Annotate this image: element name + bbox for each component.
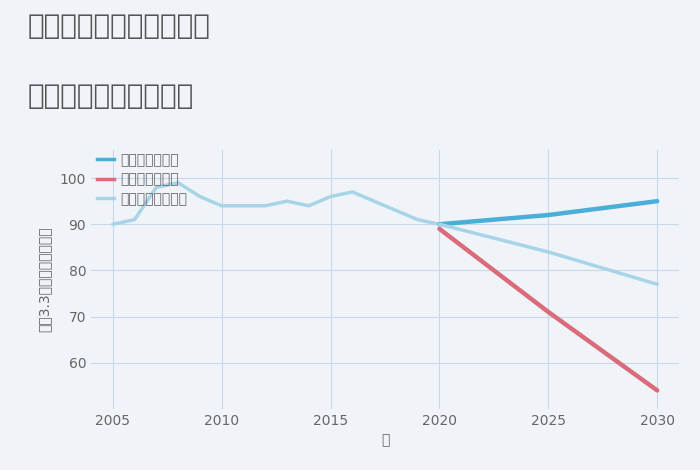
Y-axis label: 坪（3.3㎡）単価（万円）: 坪（3.3㎡）単価（万円） bbox=[37, 227, 51, 332]
Text: 中古戸建ての価格推移: 中古戸建ての価格推移 bbox=[28, 82, 195, 110]
Legend: グッドシナリオ, バッドシナリオ, ノーマルシナリオ: グッドシナリオ, バッドシナリオ, ノーマルシナリオ bbox=[97, 153, 188, 206]
X-axis label: 年: 年 bbox=[381, 433, 389, 447]
Text: 兵庫県姫路市野里新町の: 兵庫県姫路市野里新町の bbox=[28, 12, 211, 40]
